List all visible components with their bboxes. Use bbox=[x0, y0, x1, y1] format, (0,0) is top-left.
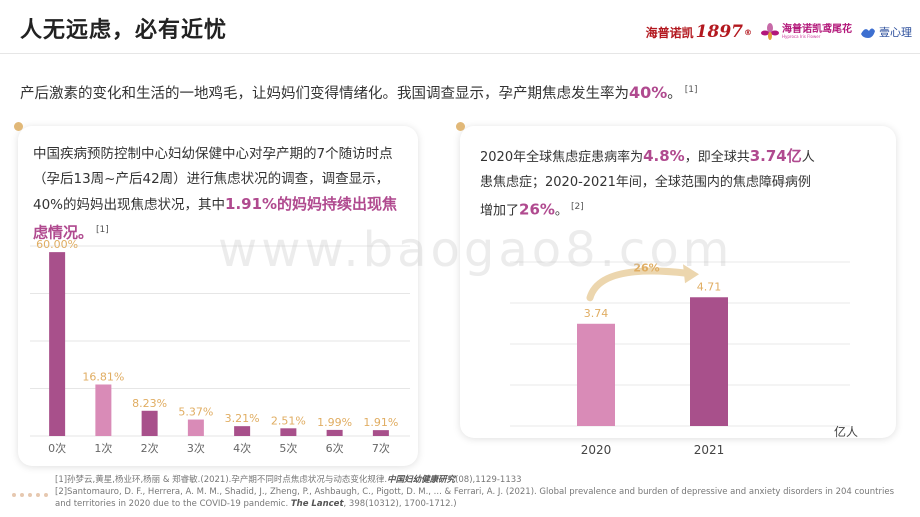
bar-value-label: 4.71 bbox=[697, 280, 722, 293]
patients-highlight: 3.74亿 bbox=[749, 147, 802, 165]
bar-4次 bbox=[234, 426, 251, 436]
survey-text: 中国疾病预防控制中心妇幼保健中心对孕产期的7个随访时点（孕后13周~产后42周）… bbox=[33, 146, 398, 242]
intro-highlight: 40% bbox=[629, 83, 668, 102]
bar-value-label: 1.91% bbox=[363, 416, 398, 429]
global-anxiety-text: 2020年全球焦虑症患病率为4.8%，即全球共3.74亿人患焦虑症；2020-2… bbox=[480, 147, 815, 219]
page-title: 人无远虑，必有近忧 bbox=[20, 18, 228, 43]
bar-0次 bbox=[49, 252, 66, 436]
bar-3次 bbox=[187, 419, 204, 436]
card-corner-dot bbox=[14, 122, 23, 131]
global-anxiety-bar-chart: 3.74 2020 4.71 2021 亿人 26% bbox=[510, 261, 858, 457]
survey-card: 中国疾病预防控制中心妇幼保健中心对孕产期的7个随访时点（孕后13周~产后42周）… bbox=[14, 122, 418, 466]
x-tick-label: 4次 bbox=[233, 441, 251, 455]
x-tick-label: 2021 bbox=[694, 443, 725, 457]
bar-value-label: 3.74 bbox=[584, 307, 609, 320]
bar-1次 bbox=[95, 384, 112, 436]
bar-2次 bbox=[141, 410, 158, 436]
brand-logos: 海普诺凯 1897 ® 海普诺凯鸢尾花 Hyproca Iris Flower 壹心… bbox=[646, 20, 912, 44]
unit-label: 亿人 bbox=[834, 424, 858, 439]
references: [1]孙梦云,黄星,杨业环,杨丽 & 郑睿敏.(2021).孕产期不同时点焦虑状… bbox=[55, 474, 905, 510]
bar-value-label: 1.99% bbox=[317, 416, 352, 429]
x-tick-label: 5次 bbox=[279, 441, 297, 455]
global-anxiety-card: 2020年全球焦虑症患病率为4.8%，即全球共3.74亿人患焦虑症；2020-2… bbox=[456, 122, 896, 457]
x-tick-label: 1次 bbox=[94, 441, 112, 455]
header-divider bbox=[0, 53, 920, 54]
iris-flower-logo: 海普诺凯鸢尾花 Hyproca Iris Flower bbox=[760, 22, 852, 42]
citation: [2] bbox=[570, 202, 584, 212]
x-tick-label: 2020 bbox=[581, 443, 612, 457]
anxiety-frequency-bar-chart: 60.00% 0次 16.81% 1次 8.23% 2次 5.37% 3次 3.21% 4次 2.5… bbox=[30, 238, 410, 455]
bar-value-label: 16.81% bbox=[82, 370, 124, 383]
bar-value-label: 2.51% bbox=[271, 414, 306, 427]
bar-2020 bbox=[577, 323, 615, 426]
prevalence-highlight: 4.8% bbox=[643, 147, 685, 165]
increase-highlight: 26% bbox=[519, 200, 555, 219]
hyproca-1897-logo: 海普诺凯 1897 ® bbox=[645, 22, 752, 42]
bar-7次 bbox=[372, 430, 389, 436]
bar-value-label: 5.37% bbox=[178, 406, 213, 419]
bar-value-label: 8.23% bbox=[132, 397, 167, 410]
survey-highlight: 1.91%的妈妈持续出现焦虑情况。 bbox=[33, 195, 398, 242]
x-tick-label: 2次 bbox=[141, 441, 159, 455]
bar-5次 bbox=[280, 428, 297, 436]
bar-value-label: 60.00% bbox=[36, 238, 78, 251]
x-tick-label: 3次 bbox=[187, 441, 205, 455]
x-tick-label: 0次 bbox=[48, 441, 66, 455]
bar-value-label: 3.21% bbox=[225, 412, 260, 425]
yixinli-logo: 壹心理 bbox=[860, 24, 912, 40]
yixinli-icon bbox=[861, 28, 875, 38]
intro-text: 产后激素的变化和生活的一地鸡毛，让妈妈们变得情绪化。我国调查显示，孕产期焦虑发生… bbox=[20, 83, 698, 102]
growth-label: 26% bbox=[633, 261, 659, 274]
iris-flower-icon bbox=[761, 23, 779, 40]
bar-2021 bbox=[690, 297, 728, 426]
citation: [1] bbox=[684, 85, 698, 96]
reference-1: [1]孙梦云,黄星,杨业环,杨丽 & 郑睿敏.(2021).孕产期不同时点焦虑状… bbox=[55, 475, 522, 485]
card-corner-dot bbox=[456, 122, 465, 131]
decorative-dots bbox=[12, 493, 48, 497]
x-tick-label: 7次 bbox=[372, 441, 390, 455]
citation: [1] bbox=[96, 225, 109, 235]
growth-arrow-head bbox=[683, 264, 699, 284]
reference-2: [2]Santomauro, D. F., Herrera, A. M. M.,… bbox=[55, 487, 895, 509]
growth-arrow bbox=[586, 267, 691, 302]
x-tick-label: 6次 bbox=[326, 441, 344, 455]
bar-6次 bbox=[326, 429, 343, 436]
